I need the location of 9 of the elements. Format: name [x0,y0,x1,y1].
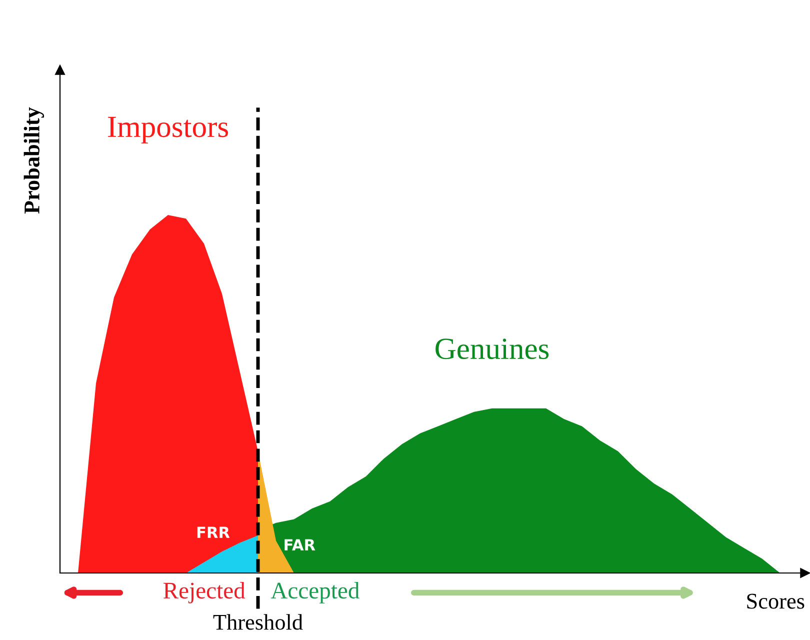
text: Impostors [108,116,228,144]
x-axis-title: Scores [747,594,804,609]
annotation: FRR [197,526,230,538]
series-label: Genuines [436,338,549,360]
text: Threshold [213,614,303,630]
y-axis-title: Probability [24,107,44,214]
text: Accepted [270,582,360,604]
annotation: FAR [284,539,316,550]
text: Rejected [163,582,246,604]
